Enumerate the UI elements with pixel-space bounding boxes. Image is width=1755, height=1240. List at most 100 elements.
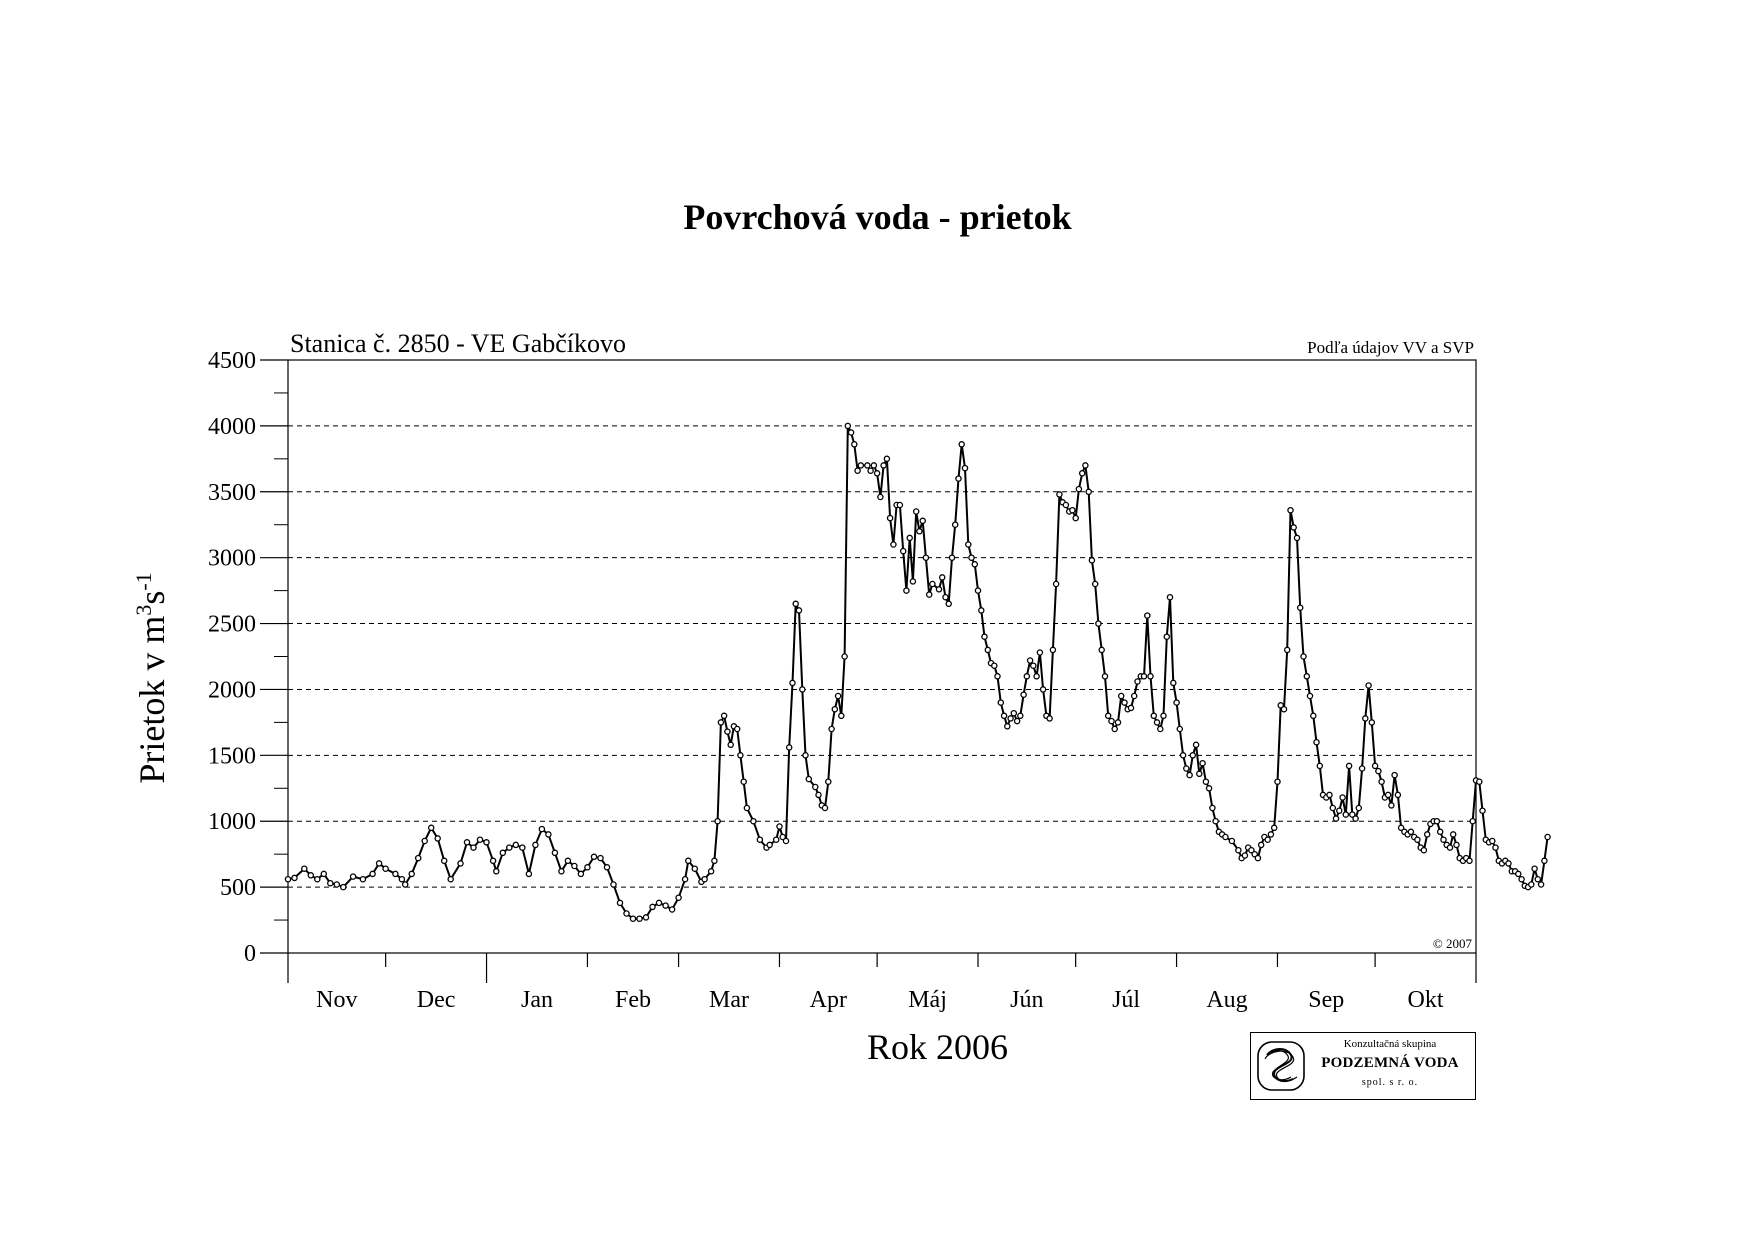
data-point <box>1140 673 1148 680</box>
data-point <box>1384 791 1392 799</box>
data-point <box>1355 804 1363 812</box>
data-point <box>427 824 435 832</box>
data-point <box>1000 712 1008 720</box>
x-tick-label: Sep <box>1308 987 1344 1013</box>
y-axis-label-sup2: -1 <box>131 572 156 591</box>
data-point <box>493 868 500 875</box>
data-point <box>1306 692 1314 700</box>
data-point <box>851 441 858 448</box>
data-point <box>974 587 982 594</box>
logo-top-text: Konzultačná skupina <box>1343 1038 1437 1050</box>
data-point <box>1069 506 1076 514</box>
data-point <box>1290 524 1297 531</box>
data-point <box>864 462 871 469</box>
data-point <box>984 646 992 654</box>
data-point <box>476 836 484 843</box>
data-point <box>369 870 376 878</box>
data-point <box>1397 824 1405 832</box>
data-point <box>1277 702 1284 709</box>
data-point <box>1394 791 1402 799</box>
data-point <box>711 857 718 865</box>
data-point <box>421 837 428 845</box>
data-point <box>655 899 663 907</box>
source-note: Podľa údajov VV a SVP <box>1307 338 1474 357</box>
data-point <box>463 839 471 846</box>
x-tick-label: Máj <box>908 987 947 1013</box>
data-point <box>1153 719 1161 726</box>
data-point <box>1235 846 1242 854</box>
data-point <box>1515 870 1522 878</box>
data-point <box>382 865 389 872</box>
data-point <box>1101 673 1109 680</box>
data-point <box>714 817 721 825</box>
data-point <box>1534 875 1542 883</box>
data-point <box>919 517 926 525</box>
data-point <box>1518 875 1525 883</box>
data-point <box>971 561 979 568</box>
data-point <box>1264 836 1271 843</box>
data-point <box>854 467 861 474</box>
data-point <box>538 825 546 833</box>
data-point <box>886 514 894 522</box>
data-point <box>434 835 441 842</box>
data-point <box>307 872 315 879</box>
data-point <box>1371 762 1379 770</box>
data-point <box>1476 778 1483 785</box>
data-point <box>1492 844 1499 851</box>
data-point <box>603 864 611 871</box>
data-point <box>1453 841 1460 849</box>
data-point <box>1049 646 1057 654</box>
data-point <box>1274 778 1281 785</box>
data-point <box>945 600 952 608</box>
data-point <box>867 467 874 474</box>
data-point <box>1072 514 1079 522</box>
data-point <box>320 870 328 878</box>
data-point <box>1391 771 1398 779</box>
data-point <box>1466 857 1473 865</box>
company-logo-icon <box>1257 1041 1305 1091</box>
data-point <box>1150 712 1158 720</box>
copyright-note: © 2007 <box>1433 936 1473 951</box>
data-point <box>519 844 526 851</box>
data-point <box>590 853 598 861</box>
data-point <box>1544 833 1551 841</box>
data-point <box>785 744 793 751</box>
data-point <box>772 836 780 843</box>
data-point <box>1241 852 1249 859</box>
data-point <box>1134 678 1141 685</box>
data-point <box>925 591 933 598</box>
data-point <box>359 875 367 883</box>
data-point <box>1192 741 1200 749</box>
data-point <box>375 860 383 867</box>
data-point <box>1254 854 1262 862</box>
data-point <box>1310 712 1317 720</box>
data-point <box>938 574 946 581</box>
data-point <box>948 554 956 561</box>
data-point <box>981 633 988 640</box>
data-point <box>1436 828 1444 836</box>
data-point <box>1365 682 1372 689</box>
x-tick-label: Apr <box>810 987 847 1013</box>
data-point <box>525 870 533 878</box>
data-point <box>1078 470 1086 477</box>
y-axis-label-mid: s <box>132 590 172 605</box>
data-point <box>909 578 917 585</box>
data-point <box>1017 712 1024 720</box>
data-point <box>965 541 972 548</box>
data-point <box>737 752 744 759</box>
data-point <box>1531 865 1538 872</box>
data-point <box>1196 770 1203 778</box>
y-tick-label: 3000 <box>208 546 256 572</box>
data-point <box>720 712 728 720</box>
page-title: Povrchová voda - prietok <box>683 197 1072 237</box>
plot-frame <box>287 359 1477 954</box>
series-line <box>287 424 1549 920</box>
data-point <box>789 679 796 687</box>
data-point <box>1537 881 1545 888</box>
y-axis-label: Prietok v m3s-1 <box>131 572 173 783</box>
data-point <box>802 752 809 759</box>
data-point <box>1010 709 1018 717</box>
data-point <box>844 422 852 430</box>
data-point <box>825 778 832 785</box>
